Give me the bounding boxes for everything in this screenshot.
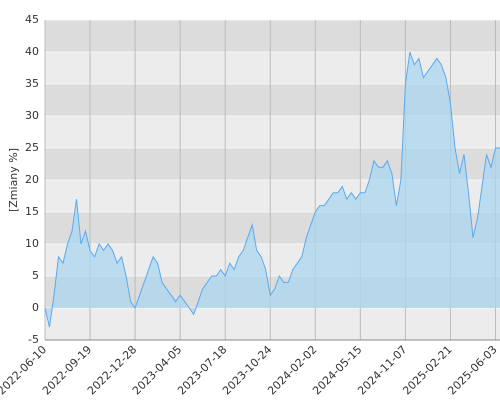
y-axis-label: [Zmiany %] — [7, 148, 20, 212]
y-tick-label: 30 — [25, 109, 39, 122]
y-tick-label: 15 — [25, 205, 39, 218]
y-tick-label: -5 — [28, 333, 39, 346]
area — [45, 52, 500, 328]
y-tick-label: 45 — [25, 13, 39, 26]
y-tick-label: 35 — [25, 77, 39, 90]
y-tick-label: 40 — [25, 45, 39, 58]
line — [44, 51, 500, 328]
grid-band — [45, 308, 500, 340]
y-tick-label: 20 — [25, 173, 39, 186]
y-tick-label: 5 — [32, 269, 39, 282]
y-tick-label: 10 — [25, 237, 39, 250]
grid-band — [45, 20, 500, 52]
y-tick-label: 25 — [25, 141, 39, 154]
y-tick-label: 0 — [32, 301, 39, 314]
